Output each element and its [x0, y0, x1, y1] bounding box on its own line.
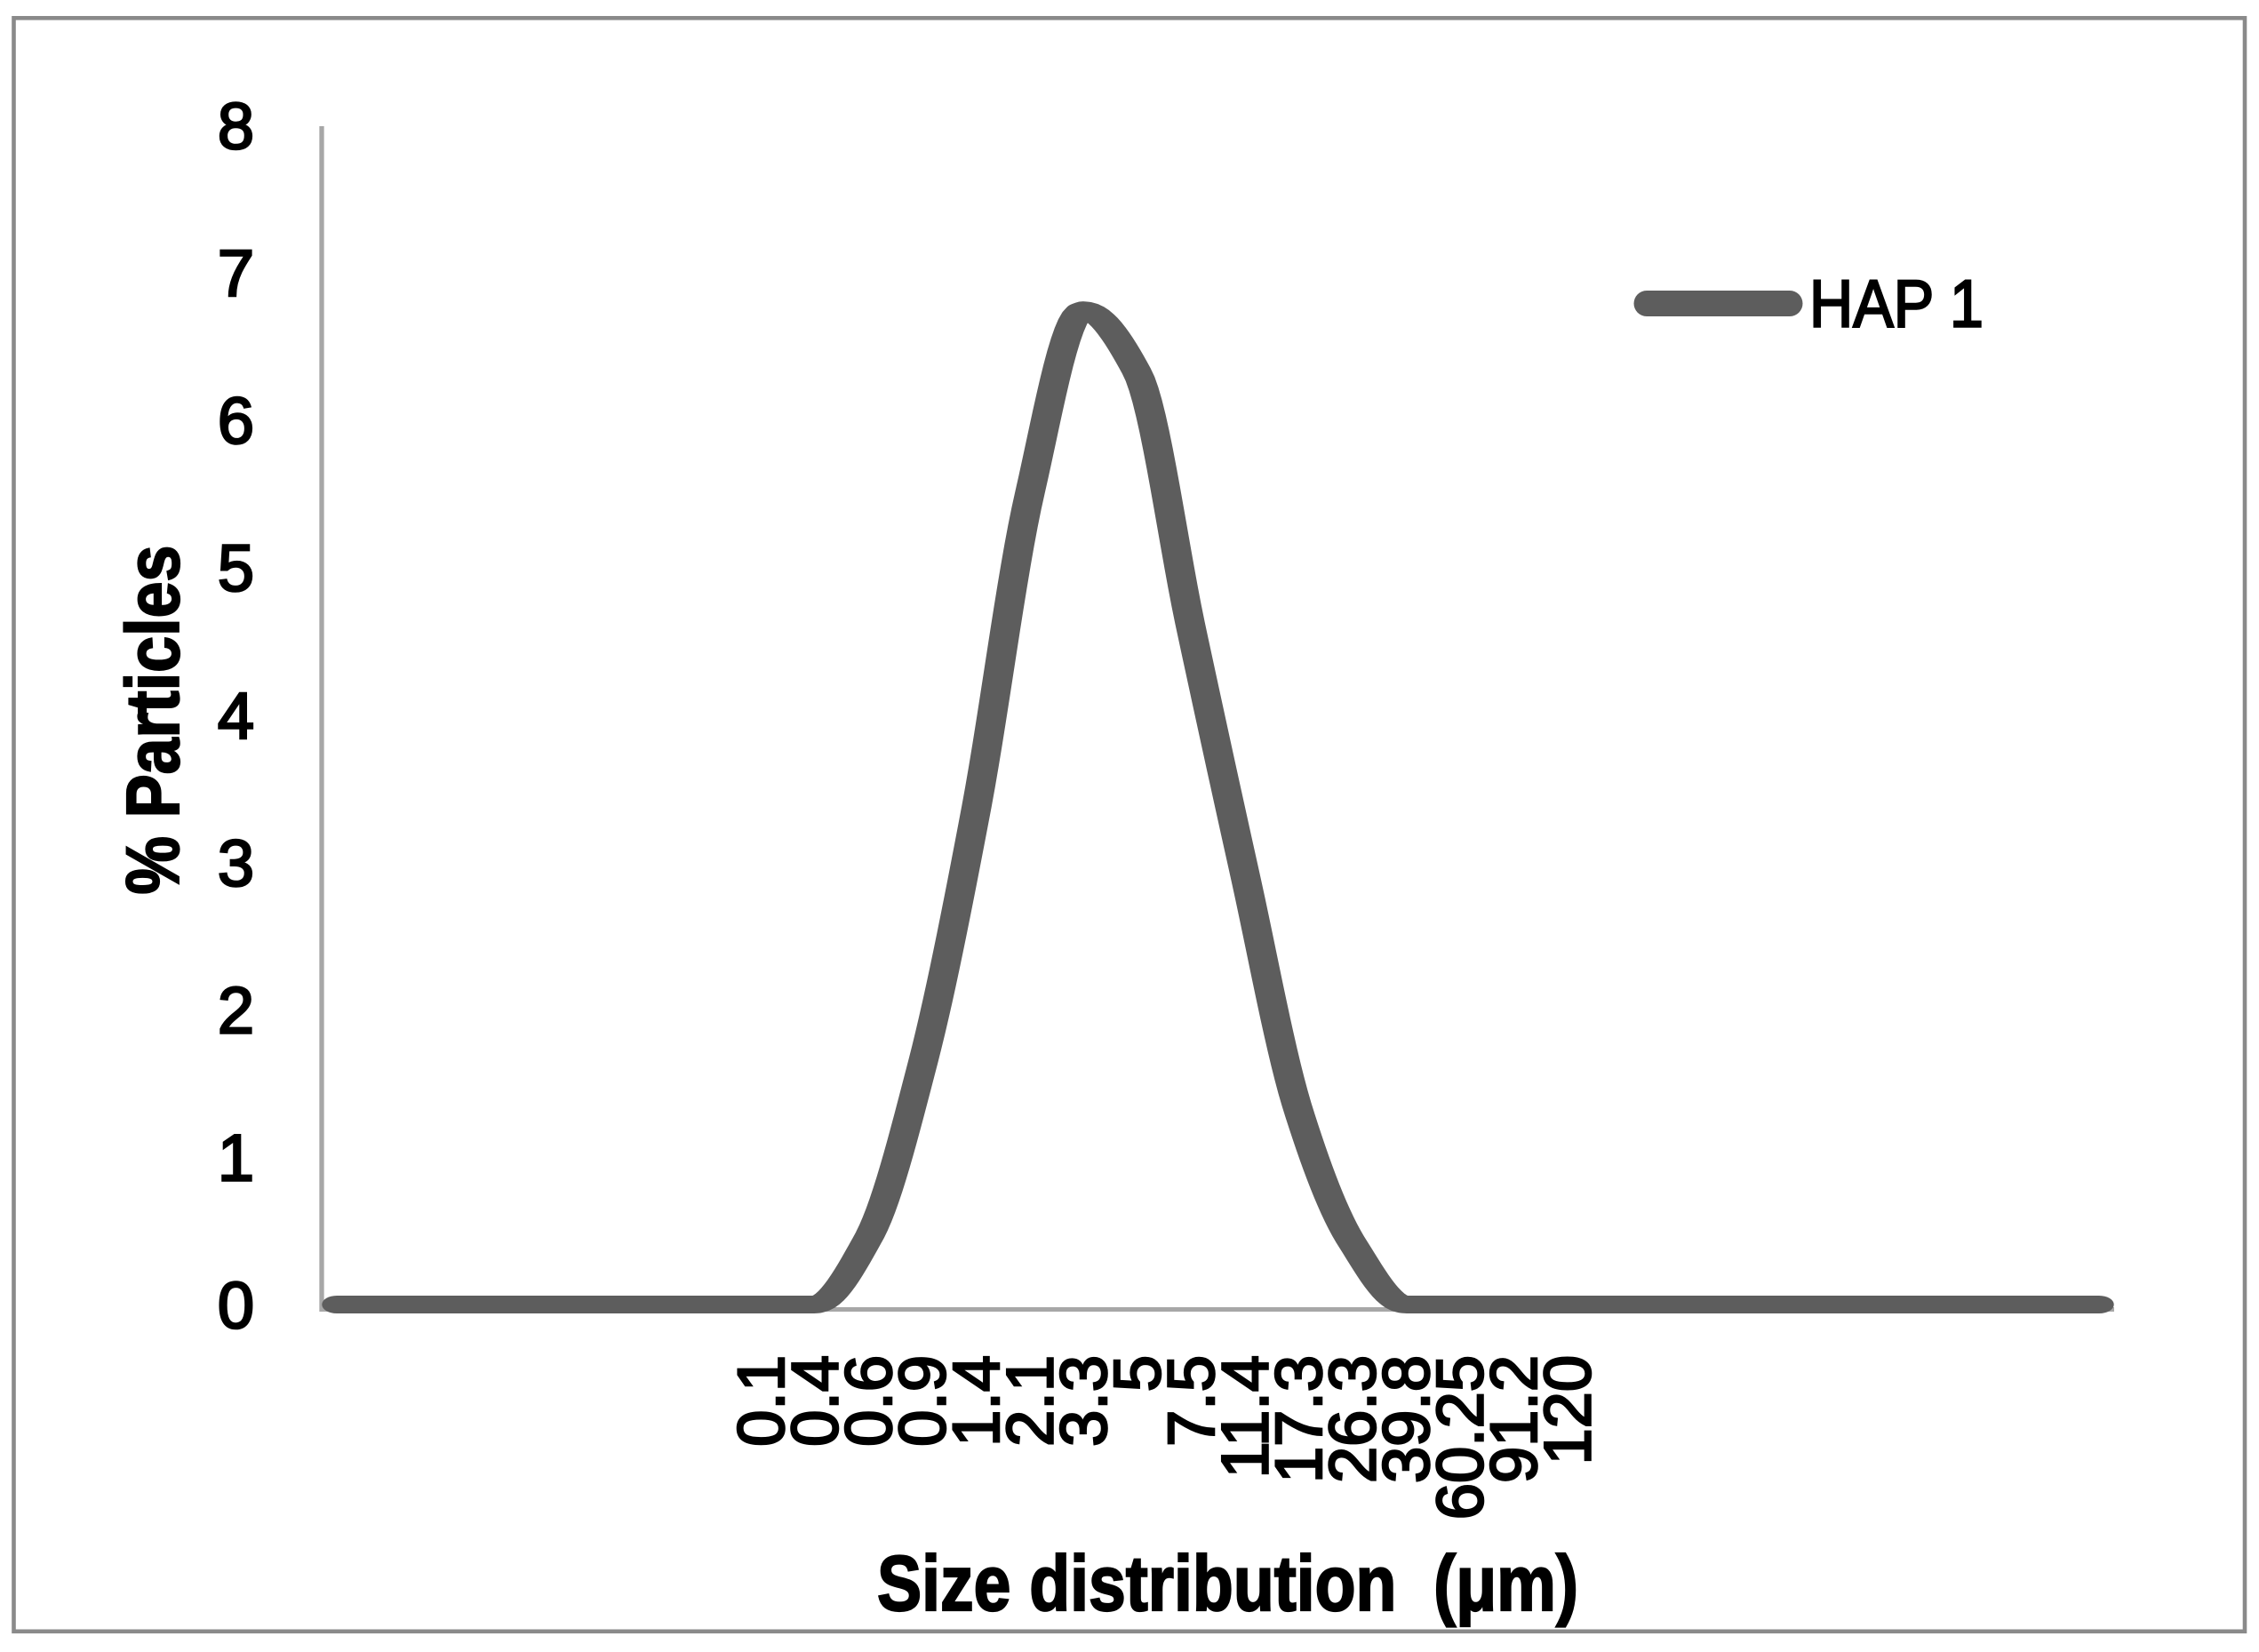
svg-text:4: 4: [218, 679, 254, 753]
svg-text:% Particles: % Particles: [111, 546, 195, 895]
svg-text:5: 5: [1101, 1355, 1175, 1392]
svg-text:1.4: 1.4: [939, 1355, 1013, 1447]
svg-text:2.1: 2.1: [994, 1355, 1067, 1447]
svg-text:39.8: 39.8: [1369, 1355, 1443, 1483]
svg-text:3: 3: [218, 826, 254, 900]
svg-text:7: 7: [218, 236, 254, 310]
svg-text:8: 8: [218, 89, 254, 163]
svg-text:26.3: 26.3: [1316, 1355, 1390, 1483]
svg-text:0.6: 0.6: [832, 1355, 906, 1447]
svg-text:0: 0: [218, 1269, 254, 1343]
svg-text:0.9: 0.9: [886, 1355, 960, 1447]
svg-text:1: 1: [218, 1121, 254, 1195]
svg-text:5: 5: [218, 531, 254, 605]
svg-text:6: 6: [218, 384, 254, 458]
svg-text:11.4: 11.4: [1209, 1355, 1282, 1479]
svg-text:3.3: 3.3: [1047, 1355, 1121, 1447]
svg-text:60.25: 60.25: [1424, 1355, 1497, 1520]
svg-text:HAP 1: HAP 1: [1809, 267, 1984, 341]
svg-text:0.4: 0.4: [778, 1355, 852, 1447]
svg-text:Size distribution (μm): Size distribution (μm): [877, 1539, 1578, 1627]
svg-text:91.2: 91.2: [1477, 1355, 1551, 1483]
svg-text:17.3: 17.3: [1262, 1355, 1336, 1483]
svg-text:2: 2: [218, 974, 254, 1048]
svg-text:0.1: 0.1: [724, 1355, 798, 1447]
svg-text:120: 120: [1531, 1355, 1605, 1464]
svg-text:7.5: 7.5: [1154, 1355, 1228, 1447]
